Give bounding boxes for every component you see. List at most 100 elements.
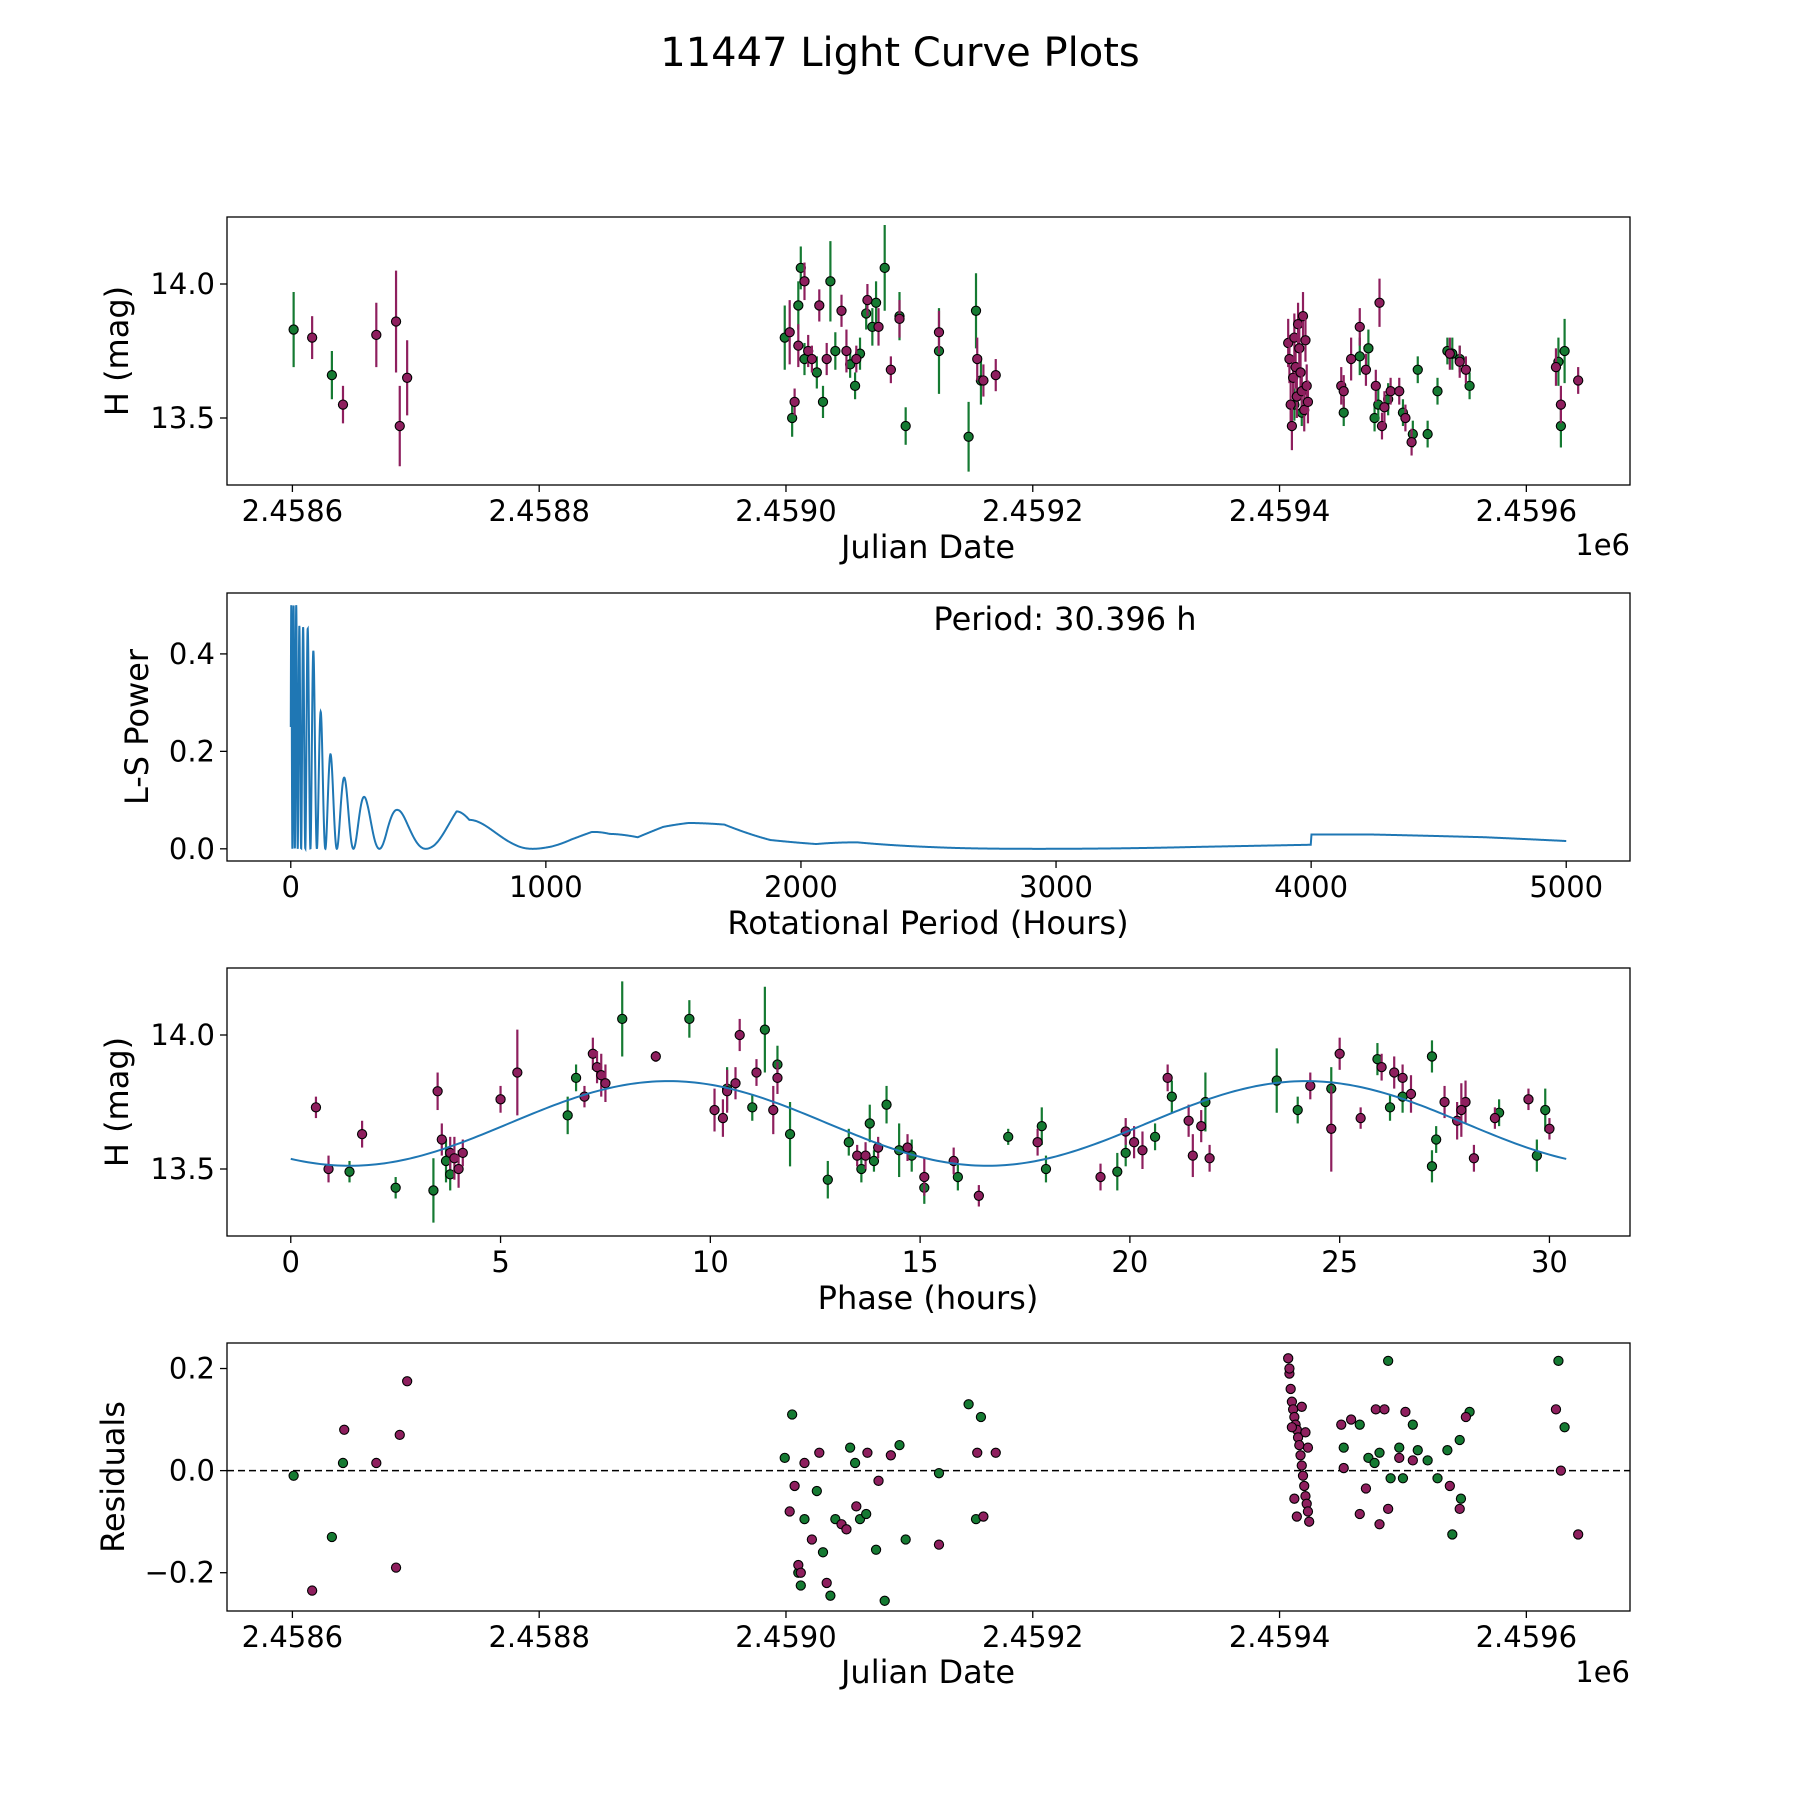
data-point-purple bbox=[1456, 1104, 1467, 1116]
x-tick-label: 10 bbox=[692, 1245, 729, 1279]
data-point-green bbox=[562, 1110, 573, 1121]
data-point-purple bbox=[751, 1067, 762, 1078]
data-point-purple bbox=[1354, 1508, 1365, 1520]
data-point-green bbox=[1374, 1447, 1385, 1458]
data-point-green bbox=[843, 1137, 854, 1148]
data-point-purple bbox=[836, 305, 847, 316]
x-tick-label: 2.4588 bbox=[488, 494, 589, 528]
data-point-purple bbox=[1032, 1137, 1043, 1148]
data-point-purple bbox=[306, 1585, 318, 1596]
data-point-green bbox=[1559, 345, 1570, 357]
data-point-green bbox=[747, 1102, 758, 1113]
data-point-purple bbox=[1454, 1503, 1465, 1515]
period-annotation: Period: 30.396 h bbox=[933, 600, 1196, 638]
data-point-green bbox=[817, 1547, 829, 1558]
data-point-purple bbox=[432, 1086, 443, 1097]
data-point-purple bbox=[1326, 1123, 1337, 1134]
data-point-purple bbox=[1374, 1519, 1385, 1530]
data-point-purple bbox=[1360, 1483, 1372, 1494]
data-point-purple bbox=[1376, 420, 1388, 432]
data-point-purple bbox=[1460, 364, 1472, 375]
data-point-green bbox=[779, 1452, 790, 1464]
data-point-green bbox=[684, 1013, 695, 1025]
data-point-purple bbox=[814, 1447, 825, 1458]
data-point-purple bbox=[1439, 1096, 1450, 1108]
data-point-purple bbox=[371, 329, 382, 341]
data-point-purple bbox=[390, 316, 402, 327]
x-tick-label: 30 bbox=[1531, 1245, 1568, 1279]
data-point-purple bbox=[1295, 367, 1306, 378]
data-point-green bbox=[337, 1457, 349, 1469]
data-point-green bbox=[868, 1155, 880, 1167]
data-point-purple bbox=[1444, 348, 1455, 359]
data-point-purple bbox=[799, 276, 810, 287]
data-point-green bbox=[786, 1409, 798, 1420]
data-point-purple bbox=[1286, 420, 1298, 432]
data-point-purple bbox=[821, 353, 832, 365]
data-point-green bbox=[1338, 407, 1349, 418]
data-point-purple bbox=[730, 1078, 741, 1089]
lightcurve-frame bbox=[226, 216, 1631, 486]
data-point-purple bbox=[1300, 335, 1311, 346]
data-point-purple bbox=[919, 1171, 930, 1183]
data-point-green bbox=[1397, 1473, 1409, 1484]
data-point-green bbox=[849, 380, 861, 391]
data-point-purple bbox=[1284, 1363, 1295, 1374]
data-point-green bbox=[1442, 1445, 1453, 1456]
data-point-green bbox=[900, 420, 911, 432]
data-point-green bbox=[344, 1166, 355, 1177]
data-point-purple bbox=[1338, 1462, 1349, 1474]
data-point-green bbox=[975, 1411, 987, 1423]
data-point-purple bbox=[1360, 364, 1372, 375]
data-point-purple bbox=[885, 1450, 897, 1461]
y-tick-label: 13.5 bbox=[150, 401, 215, 435]
data-point-purple bbox=[978, 375, 989, 386]
figure-title: 11447 Light Curve Plots bbox=[660, 30, 1139, 76]
x-tick-label: 5 bbox=[491, 1245, 509, 1279]
data-point-purple bbox=[1285, 399, 1296, 410]
y-tick-label: 0.2 bbox=[169, 734, 215, 768]
data-point-green bbox=[1292, 1104, 1303, 1116]
periodogram-ticks: 0 1000 2000 3000 4000 5000 0.0 0.2 0.4 bbox=[169, 637, 1603, 904]
data-point-purple bbox=[1460, 1411, 1472, 1423]
data-point-purple bbox=[457, 1147, 468, 1159]
y-tick-label: 0.0 bbox=[169, 832, 215, 866]
lightcurve-xlabel: Julian Date bbox=[839, 528, 1015, 566]
residuals-offset-label: 1e6 bbox=[1575, 1655, 1630, 1689]
data-point-purple bbox=[902, 1142, 913, 1153]
data-point-purple bbox=[851, 353, 862, 365]
data-point-green bbox=[870, 297, 882, 308]
data-point-green bbox=[870, 1544, 882, 1555]
data-point-green bbox=[617, 1013, 628, 1025]
data-point-purple bbox=[1345, 1414, 1357, 1425]
data-point-purple bbox=[512, 1067, 523, 1078]
data-point-purple bbox=[1183, 1115, 1194, 1126]
data-point-purple bbox=[990, 1447, 1001, 1458]
data-point-purple bbox=[972, 353, 983, 365]
data-point-green bbox=[1149, 1131, 1161, 1142]
data-point-purple bbox=[1300, 1427, 1311, 1438]
x-tick-label: 5000 bbox=[1529, 870, 1603, 904]
data-point-purple bbox=[814, 300, 825, 311]
data-point-green bbox=[428, 1185, 439, 1196]
data-point-purple bbox=[1397, 1072, 1408, 1084]
data-point-purple bbox=[1370, 1404, 1381, 1415]
data-point-green bbox=[759, 1024, 771, 1035]
data-point-green bbox=[861, 1508, 872, 1520]
x-tick-label: 2.4590 bbox=[735, 494, 836, 528]
data-point-purple bbox=[1374, 297, 1385, 308]
x-tick-label: 2.4596 bbox=[1476, 1620, 1577, 1654]
data-point-green bbox=[288, 324, 299, 335]
data-point-green bbox=[822, 1174, 833, 1185]
data-point-purple bbox=[1354, 321, 1365, 333]
x-tick-label: 0 bbox=[282, 870, 300, 904]
data-point-purple bbox=[1299, 1480, 1310, 1492]
data-point-purple bbox=[852, 1150, 863, 1161]
x-tick-label: 2.4592 bbox=[982, 494, 1083, 528]
y-tick-label: 0.2 bbox=[169, 1352, 215, 1386]
lightcurve-marks bbox=[288, 225, 1584, 472]
data-point-purple bbox=[1523, 1094, 1534, 1105]
data-point-purple bbox=[390, 1562, 402, 1573]
data-point-purple bbox=[789, 396, 800, 408]
data-point-green bbox=[1432, 386, 1443, 397]
